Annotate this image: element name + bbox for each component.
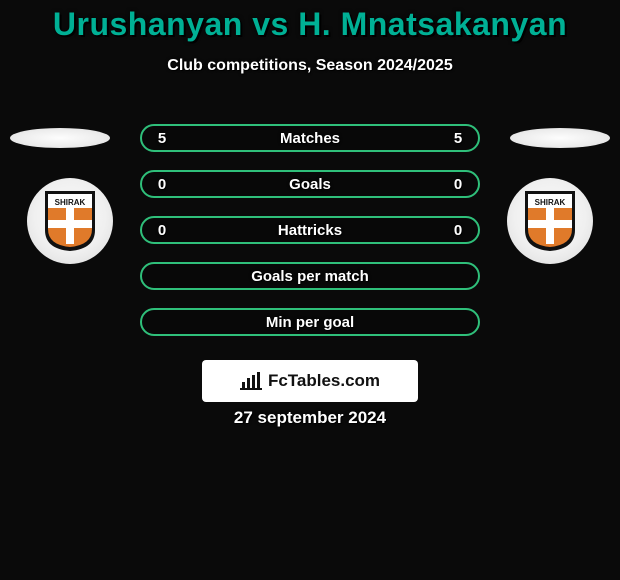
stat-row-matches: 5 Matches 5 [140,124,480,152]
shirak-shield-icon: SHIRAK [524,190,576,252]
player1-photo-placeholder [10,128,110,148]
player1-name: Urushanyan [53,6,243,42]
stats-bars: 5 Matches 5 0 Goals 0 0 Hattricks 0 Goal… [140,124,480,354]
shirak-shield-icon: SHIRAK [44,190,96,252]
brand-text: FcTables.com [268,371,380,391]
stat-label: Goals [142,176,478,193]
stat-row-hattricks: 0 Hattricks 0 [140,216,480,244]
player2-photo-placeholder [510,128,610,148]
stat-left-value: 0 [154,222,170,239]
bar-chart-icon [240,372,262,390]
stat-left-value: 5 [154,130,170,147]
comparison-card: Urushanyan vs H. Mnatsakanyan Club compe… [0,0,620,580]
player2-name: H. Mnatsakanyan [298,6,567,42]
svg-text:SHIRAK: SHIRAK [55,198,86,207]
player2-club-crest: SHIRAK [507,178,593,264]
stat-label: Min per goal [142,314,478,331]
stat-right-value: 5 [450,130,466,147]
vs-separator: vs [252,6,289,42]
stat-row-goals: 0 Goals 0 [140,170,480,198]
stat-right-value: 0 [450,222,466,239]
stat-label: Hattricks [142,222,478,239]
stat-right-value: 0 [450,176,466,193]
date-label: 27 september 2024 [0,408,620,428]
stat-row-goals-per-match: Goals per match [140,262,480,290]
stat-row-min-per-goal: Min per goal [140,308,480,336]
stat-label: Goals per match [142,268,478,285]
stat-left-value: 0 [154,176,170,193]
subtitle: Club competitions, Season 2024/2025 [0,57,620,75]
svg-text:SHIRAK: SHIRAK [535,198,566,207]
stat-label: Matches [142,130,478,147]
page-title: Urushanyan vs H. Mnatsakanyan [0,6,620,43]
brand-badge: FcTables.com [202,360,418,402]
player1-club-crest: SHIRAK [27,178,113,264]
